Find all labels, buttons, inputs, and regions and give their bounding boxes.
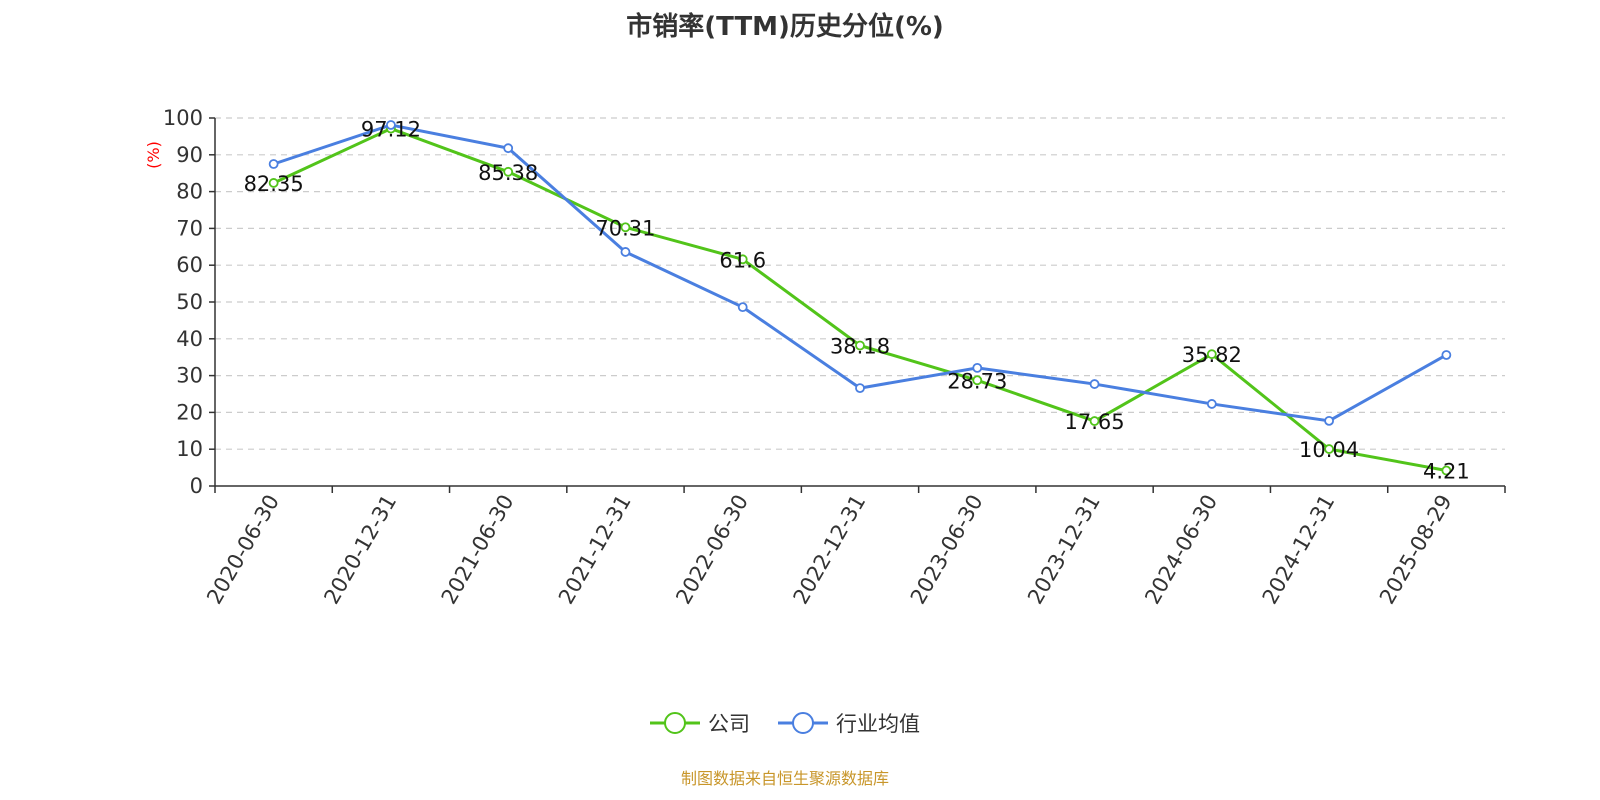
y-tick-label: 10 — [176, 437, 203, 461]
y-tick-label: 40 — [176, 327, 203, 351]
data-point — [1206, 349, 1217, 360]
data-point — [1441, 350, 1452, 360]
data-label: 97.12 — [361, 118, 421, 142]
y-tick-label: 80 — [176, 180, 203, 204]
data-point — [268, 178, 279, 188]
data-label: 17.65 — [1064, 410, 1124, 434]
y-tick-label: 30 — [176, 364, 203, 388]
legend-item[interactable]: 公司 — [650, 708, 750, 738]
series-line-0 — [273, 126, 1447, 472]
data-label: 10.04 — [1299, 438, 1359, 462]
data-point — [855, 383, 865, 394]
data-point — [737, 254, 748, 265]
y-tick-label: 0 — [190, 474, 203, 498]
data-label: 82.35 — [244, 172, 304, 196]
y-tick-label: 20 — [176, 400, 203, 424]
y-tick-label: 70 — [176, 216, 203, 240]
data-point — [620, 222, 631, 233]
data-point — [972, 362, 983, 373]
data-label: 28.73 — [947, 369, 1007, 393]
y-tick-label: 100 — [163, 106, 203, 130]
data-point — [268, 159, 279, 169]
y-tick-label: 60 — [176, 253, 203, 277]
legend-label: 行业均值 — [836, 712, 920, 736]
data-label: 38.18 — [830, 334, 890, 358]
data-point — [972, 375, 983, 386]
data-point — [386, 120, 396, 130]
x-tick-label: 2022-12-31 — [789, 491, 871, 609]
y-axis-label: (%) — [144, 141, 163, 169]
x-tick-label: 2023-06-30 — [906, 491, 988, 609]
data-point — [503, 143, 514, 154]
series-line-1 — [273, 123, 1448, 423]
data-point — [1441, 465, 1452, 476]
x-tick-label: 2021-06-30 — [437, 491, 519, 609]
y-tick-label: 50 — [176, 290, 203, 314]
legend-label: 公司 — [708, 712, 750, 736]
legend-line-circle-icon — [778, 712, 828, 734]
data-point — [855, 340, 865, 351]
data-label: 4.21 — [1423, 460, 1470, 484]
data-point — [620, 247, 631, 257]
data-point — [1089, 416, 1100, 426]
data-point — [1089, 379, 1100, 389]
x-tick-label: 2024-06-30 — [1140, 491, 1222, 609]
source-footer: 制图数据来自恒生聚源数据库 — [680, 769, 889, 788]
x-tick-label: 2022-06-30 — [671, 491, 753, 609]
y-tick-label: 90 — [176, 143, 203, 167]
x-tick-label: 2023-12-31 — [1023, 491, 1105, 609]
data-point — [1324, 444, 1334, 454]
data-label: 61.6 — [719, 248, 766, 272]
x-tick-label: 2024-12-31 — [1258, 491, 1340, 609]
legend-line-circle-icon — [650, 712, 700, 734]
data-label: 85.38 — [478, 161, 538, 185]
x-tick-label: 2025-08-29 — [1375, 491, 1457, 609]
legend: 公司 行业均值 — [0, 708, 1570, 738]
legend-item[interactable]: 行业均值 — [778, 708, 920, 738]
x-tick-label: 2020-06-30 — [202, 491, 284, 609]
chart-title: 市销率(TTM)历史分位(%) — [626, 12, 944, 42]
data-point — [503, 166, 514, 177]
x-tick-label: 2020-12-31 — [319, 491, 401, 609]
data-point — [1324, 415, 1334, 426]
data-point — [1206, 399, 1217, 409]
data-label: 70.31 — [595, 216, 655, 240]
x-tick-label: 2021-12-31 — [554, 491, 636, 609]
data-label: 35.82 — [1182, 343, 1242, 367]
data-point — [737, 302, 748, 313]
